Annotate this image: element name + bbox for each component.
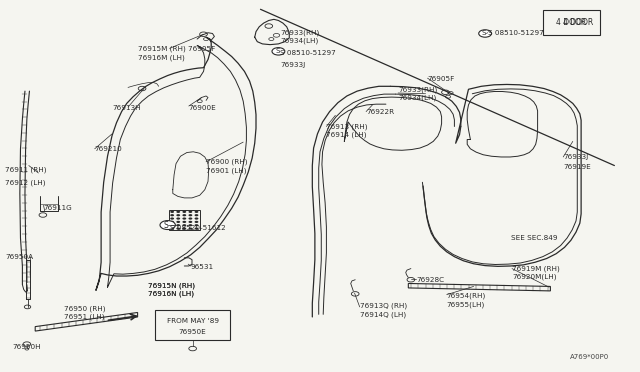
Text: 76919M (RH): 76919M (RH) [512,265,560,272]
Text: 76916M (LH): 76916M (LH) [138,54,184,61]
Circle shape [188,214,192,217]
Text: S: S [164,221,168,230]
Text: 76914Q (LH): 76914Q (LH) [360,311,406,318]
Circle shape [170,221,174,223]
Circle shape [195,217,198,219]
Circle shape [177,224,180,226]
Text: 76954(RH): 76954(RH) [447,292,486,299]
Text: 76901 (LH): 76901 (LH) [206,167,246,174]
Circle shape [182,211,186,213]
Bar [169,210,200,230]
Bar [543,10,600,35]
Circle shape [195,221,198,223]
Circle shape [160,221,175,230]
Text: FROM MAY '89: FROM MAY '89 [166,318,219,324]
Text: 76933(RH): 76933(RH) [280,29,319,36]
Circle shape [170,227,174,230]
Text: 76900 (RH): 76900 (RH) [206,158,248,165]
Circle shape [182,221,186,223]
Text: 76914 (LH): 76914 (LH) [326,131,367,138]
Text: 76900E: 76900E [189,105,216,111]
Text: 76933J: 76933J [280,62,305,68]
Circle shape [177,217,180,219]
Text: S: S [275,48,280,54]
Text: 76915M (RH) 76905F: 76915M (RH) 76905F [138,45,215,52]
Text: 76928C: 76928C [416,277,444,283]
Circle shape [195,224,198,226]
Text: 76915N (RH): 76915N (RH) [148,282,195,289]
Circle shape [177,221,180,223]
Circle shape [182,224,186,226]
Text: 76950 (RH): 76950 (RH) [64,305,106,312]
Circle shape [188,211,192,213]
Text: 76934(LH): 76934(LH) [280,38,319,44]
Text: 4 DOOR: 4 DOOR [556,18,587,27]
Circle shape [188,227,192,230]
Text: 76916N (LH): 76916N (LH) [148,291,195,297]
Text: 76915N (RH): 76915N (RH) [148,282,195,289]
Text: 76934(LH): 76934(LH) [398,94,436,101]
Text: A769*00P0: A769*00P0 [570,354,609,360]
Text: 76916N (LH): 76916N (LH) [148,291,195,297]
Text: 769210: 769210 [95,146,122,152]
Text: 76950A: 76950A [5,254,33,260]
Text: SEE SEC.849: SEE SEC.849 [511,235,557,241]
Text: 4 DOOR: 4 DOOR [563,18,593,27]
Text: 76913Q (RH): 76913Q (RH) [360,302,407,309]
Text: 76922R: 76922R [366,109,394,115]
Circle shape [272,48,285,55]
Text: 76911 (RH): 76911 (RH) [5,166,47,173]
Text: S 08520-51612: S 08520-51612 [170,225,225,231]
Circle shape [170,214,174,217]
Circle shape [479,30,492,37]
Text: 76951 (LH): 76951 (LH) [64,314,104,320]
Circle shape [188,217,192,219]
Circle shape [195,211,198,213]
Text: S 08510-51297: S 08510-51297 [280,50,336,56]
Circle shape [182,214,186,217]
Bar [155,310,230,340]
Circle shape [177,211,180,213]
Circle shape [182,217,186,219]
Text: 76911G: 76911G [44,205,72,211]
Text: S 08510-51297: S 08510-51297 [488,30,543,36]
Text: 76950E: 76950E [179,329,207,335]
Text: 76919E: 76919E [563,164,591,170]
Circle shape [170,217,174,219]
Text: 76912 (LH): 76912 (LH) [5,179,45,186]
Text: 76905F: 76905F [428,76,455,82]
Text: 76955(LH): 76955(LH) [447,301,485,308]
Text: 76950H: 76950H [13,344,42,350]
Circle shape [195,227,198,230]
Text: 76920M(LH): 76920M(LH) [512,274,557,280]
Circle shape [177,214,180,217]
Text: 76913H: 76913H [112,105,141,111]
Circle shape [195,214,198,217]
Circle shape [177,227,180,230]
Text: S: S [482,31,486,36]
Circle shape [182,227,186,230]
Text: 76933(RH): 76933(RH) [398,86,437,93]
Circle shape [170,211,174,213]
Circle shape [170,224,174,226]
Text: 76933J: 76933J [563,154,588,160]
Text: 96531: 96531 [191,264,214,270]
Circle shape [188,224,192,226]
Text: 76913 (RH): 76913 (RH) [326,123,368,130]
Circle shape [188,221,192,223]
